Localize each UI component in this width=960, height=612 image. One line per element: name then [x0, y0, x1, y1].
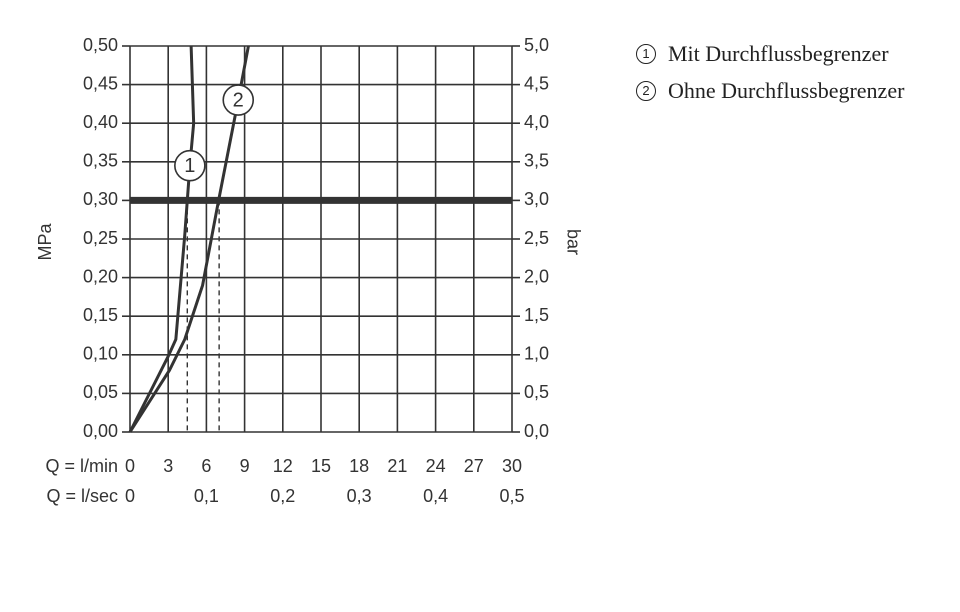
x2-tick-label: 0,1	[194, 486, 219, 506]
y2-tick-label: 4,0	[524, 112, 549, 132]
x-tick-label: 21	[387, 456, 407, 476]
x2-tick-label: 0,2	[270, 486, 295, 506]
y-tick-label: 0,30	[83, 189, 118, 209]
x2-tick-label: 0,3	[347, 486, 372, 506]
series-marker-label: 1	[184, 155, 195, 177]
y-tick-label: 0,50	[83, 35, 118, 55]
y2-tick-label: 1,5	[524, 305, 549, 325]
x-tick-label: 15	[311, 456, 331, 476]
y2-tick-label: 5,0	[524, 35, 549, 55]
y2-tick-label: 3,5	[524, 151, 549, 171]
y2-tick-label: 0,0	[524, 421, 549, 441]
legend-label: Ohne Durchflussbegrenzer	[668, 78, 905, 103]
line-series	[128, 45, 196, 433]
y-tick-label: 0,45	[83, 73, 118, 93]
y-tick-label: 0,00	[83, 421, 118, 441]
x-tick-label: 6	[201, 456, 211, 476]
y2-tick-label: 2,5	[524, 228, 549, 248]
y2-tick-label: 3,0	[524, 189, 549, 209]
legend-item: 1 Mit Durchflussbegrenzer	[636, 40, 938, 69]
x-tick-label: 9	[240, 456, 250, 476]
y2-axis-label: bar	[563, 229, 583, 255]
y-tick-label: 0,10	[83, 344, 118, 364]
y-tick-label: 0,25	[83, 228, 118, 248]
series-marker-label: 2	[233, 89, 244, 111]
legend-item: 2 Ohne Durchflussbegrenzer	[636, 77, 938, 106]
x-tick-label: 3	[163, 456, 173, 476]
x-tick-label: 18	[349, 456, 369, 476]
y-tick-label: 0,40	[83, 112, 118, 132]
y2-tick-label: 1,0	[524, 344, 549, 364]
legend-marker: 1	[636, 44, 656, 64]
x-tick-label: 12	[273, 456, 293, 476]
y-axis-label: MPa	[35, 223, 55, 261]
series-marker	[174, 149, 206, 182]
x2-tick-label: 0,4	[423, 486, 448, 506]
y-tick-label: 0,35	[83, 151, 118, 171]
x2-tick-label: 0,5	[499, 486, 524, 506]
y2-tick-label: 0,5	[524, 382, 549, 402]
legend-marker: 2	[636, 81, 656, 101]
x-tick-label: 0	[125, 456, 135, 476]
x2-tick-label: 0	[125, 486, 135, 506]
legend-label: Mit Durchflussbegrenzer	[668, 41, 889, 66]
y2-tick-label: 4,5	[524, 73, 549, 93]
y2-tick-label: 2,0	[524, 266, 549, 286]
x-axis-label: Q = l/min	[45, 456, 118, 476]
x2-axis-label: Q = l/sec	[46, 486, 118, 506]
y-tick-label: 0,20	[83, 266, 118, 286]
x-tick-label: 24	[426, 456, 446, 476]
x-tick-label: 27	[464, 456, 484, 476]
x-tick-label: 30	[502, 456, 522, 476]
legend: 1 Mit Durchflussbegrenzer 2 Ohne Durchfluss…	[636, 40, 938, 114]
y-tick-label: 0,15	[83, 305, 118, 325]
series-marker	[222, 84, 255, 116]
y-tick-label: 0,05	[83, 382, 118, 402]
